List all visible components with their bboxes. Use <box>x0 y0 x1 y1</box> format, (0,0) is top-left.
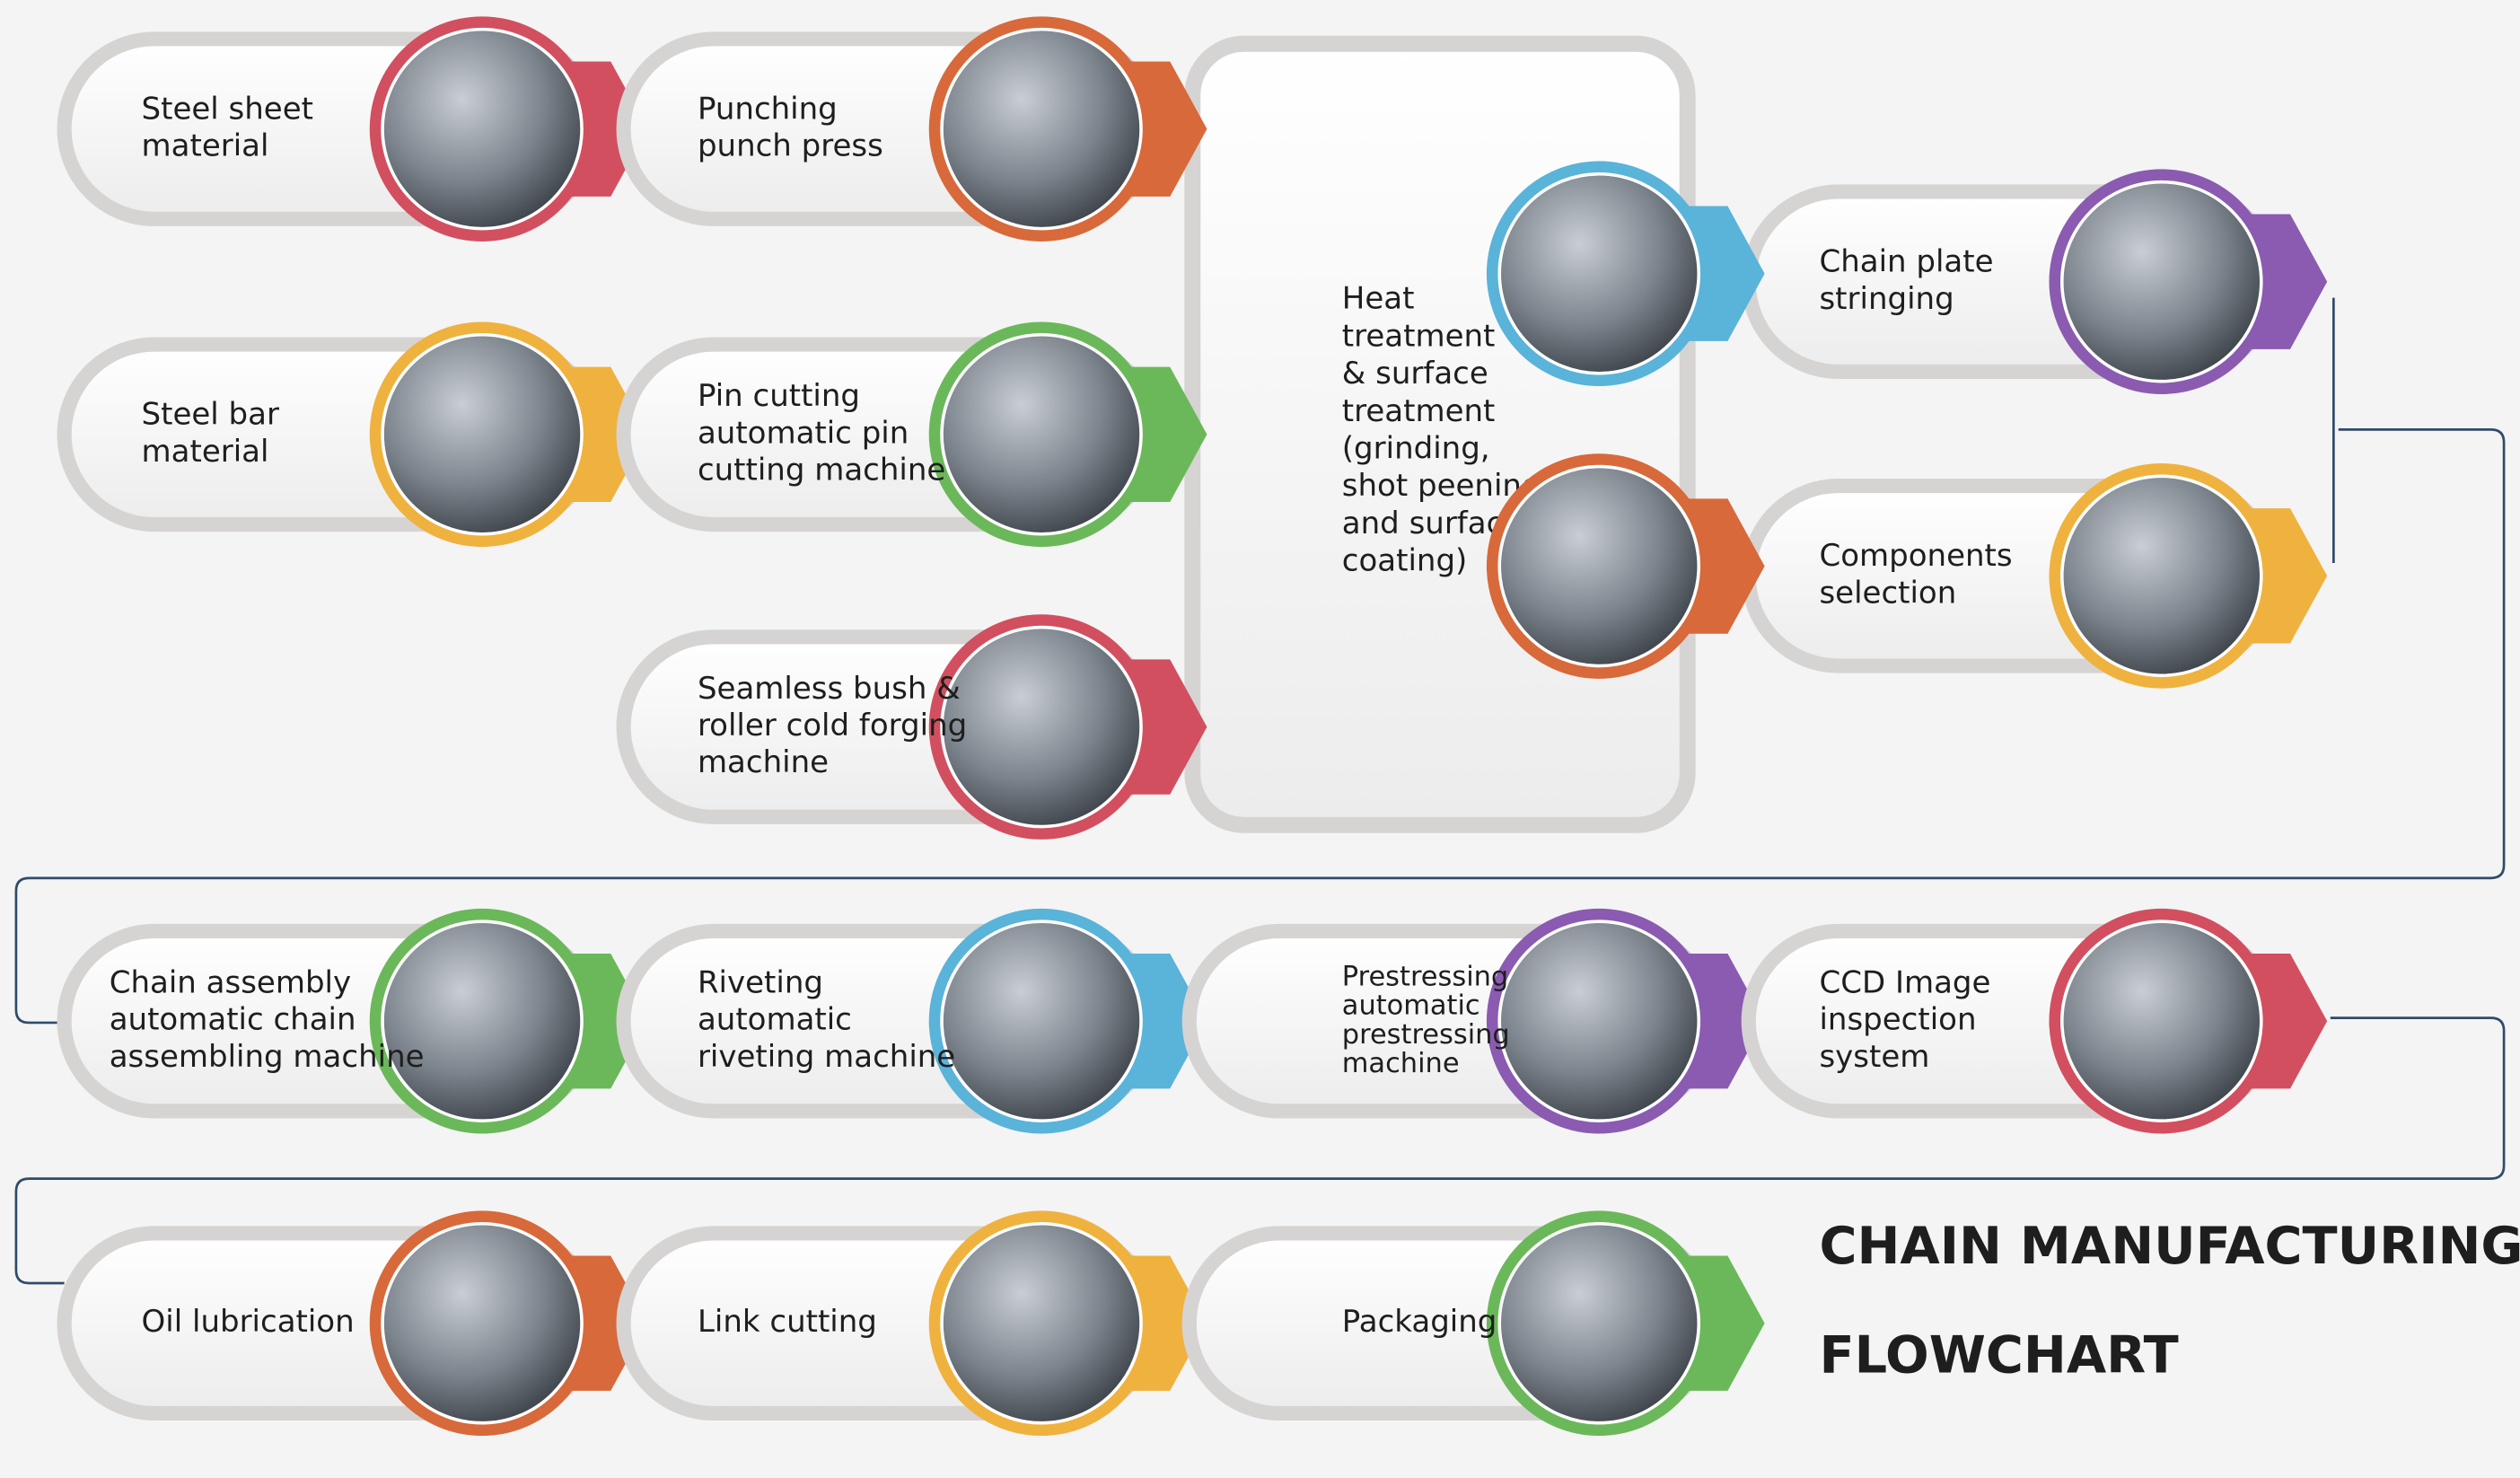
step-label: stringing <box>1819 281 1954 317</box>
step-label: machine <box>698 744 829 780</box>
photo <box>942 1224 1141 1423</box>
photo <box>1499 921 1699 1121</box>
photo <box>942 628 1141 827</box>
photo <box>942 30 1141 229</box>
photo <box>2062 182 2261 382</box>
step-label: system <box>1819 1039 1929 1075</box>
step-label: assembling machine <box>110 1039 425 1075</box>
photo <box>382 1224 582 1423</box>
title: CHAIN MANUFACTURING <box>1819 1216 2520 1276</box>
photo <box>1499 1224 1699 1423</box>
photo <box>382 921 582 1121</box>
step-label: automatic <box>1342 990 1480 1022</box>
step-label: Link cutting <box>698 1304 877 1340</box>
step-label: Punching <box>698 92 838 128</box>
photo <box>382 335 582 534</box>
step-label: selection <box>1819 575 1956 611</box>
page: Steel sheetmaterialPunchingpunch pressSt… <box>0 0 2520 1478</box>
photo <box>2062 476 2261 675</box>
step-label: Chain plate <box>1819 244 1993 280</box>
step-label: treatment <box>1342 318 1496 354</box>
step-label: (grinding, <box>1342 431 1490 467</box>
step-label: Riveting <box>698 965 823 1001</box>
step-label: Chain assembly <box>110 965 351 1001</box>
step-label: punch press <box>698 128 883 164</box>
step-label: cutting machine <box>698 452 945 488</box>
title: FLOWCHART <box>1819 1325 2178 1386</box>
step-label: Steel bar <box>142 397 279 433</box>
step-label: CCD Image <box>1819 965 1990 1001</box>
step-label: machine <box>1342 1048 1460 1079</box>
photo <box>942 921 1141 1121</box>
step-label: Seamless bush & <box>698 671 961 707</box>
step-label: automatic <box>698 1002 852 1038</box>
photo <box>1499 467 1699 666</box>
step-label: roller cold forging <box>698 708 967 743</box>
photo <box>942 335 1141 534</box>
step-label: Packaging <box>1342 1304 1497 1340</box>
step-label: & surface <box>1342 356 1488 391</box>
step-label: Pin cutting <box>698 378 860 414</box>
step-label: material <box>142 434 269 470</box>
step-label: treatment <box>1342 393 1496 429</box>
step-label: Components <box>1819 538 2012 574</box>
step-label: material <box>142 128 269 164</box>
step-label: automatic chain <box>110 1002 356 1038</box>
step-label: automatic pin <box>698 415 909 451</box>
step-label: inspection <box>1819 1002 1976 1038</box>
step-label: Steel sheet <box>142 92 313 128</box>
step-label: riveting machine <box>698 1039 955 1075</box>
step-label: Heat <box>1342 281 1415 317</box>
step-label: coating) <box>1342 543 1468 579</box>
step-label: Prestressing <box>1342 961 1508 992</box>
step-label: prestressing <box>1342 1019 1510 1051</box>
photo <box>1499 174 1699 374</box>
step-label: Oil lubrication <box>142 1304 355 1340</box>
photo <box>2062 921 2261 1121</box>
flowchart: Steel sheetmaterialPunchingpunch pressSt… <box>0 0 2520 1478</box>
photo <box>382 30 582 229</box>
